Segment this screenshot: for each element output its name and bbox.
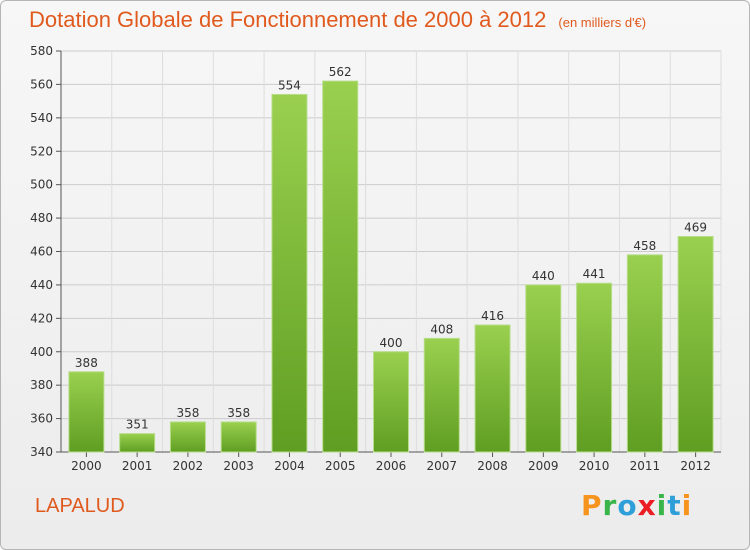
data-label: 416 — [481, 309, 504, 323]
y-tick-label: 360 — [30, 412, 53, 426]
y-tick-label: 380 — [30, 378, 53, 392]
bar — [677, 235, 714, 453]
data-label: 469 — [684, 220, 707, 234]
bar — [271, 93, 308, 453]
x-tick-label: 2006 — [376, 459, 407, 473]
bar — [474, 324, 511, 453]
y-tick-label: 420 — [30, 311, 53, 325]
logo-letter: i — [656, 489, 668, 522]
y-tick-label: 340 — [30, 445, 53, 459]
bar — [525, 284, 562, 453]
logo-letter: x — [637, 489, 657, 522]
y-tick-label: 560 — [30, 77, 53, 91]
x-tick-label: 2009 — [528, 459, 559, 473]
y-tick-label: 580 — [30, 44, 53, 58]
data-label: 408 — [430, 322, 453, 336]
data-label: 554 — [278, 78, 301, 92]
data-label: 562 — [329, 65, 352, 79]
logo-letter: t — [667, 489, 682, 522]
logo-letter: P — [581, 489, 603, 522]
y-tick-label: 400 — [30, 345, 53, 359]
x-tick-label: 2010 — [579, 459, 610, 473]
y-tick-label: 440 — [30, 278, 53, 292]
y-tick-label: 480 — [30, 211, 53, 225]
x-tick-label: 2011 — [630, 459, 661, 473]
bar — [220, 421, 257, 453]
bar — [68, 371, 105, 453]
x-tick-label: 2005 — [325, 459, 356, 473]
bars — [68, 80, 714, 453]
chart-subtitle: (en milliers d'€) — [558, 15, 647, 30]
data-label: 400 — [380, 336, 403, 350]
data-label: 388 — [75, 356, 98, 370]
bar — [169, 421, 206, 453]
logo-letter: o — [617, 489, 638, 522]
x-tick-label: 2002 — [173, 459, 204, 473]
bar — [576, 282, 613, 453]
chart-title: Dotation Globale de Fonctionnement de 20… — [29, 7, 647, 32]
bar — [626, 254, 663, 453]
data-label: 440 — [532, 269, 555, 283]
data-label: 351 — [126, 418, 149, 432]
data-labels: 388 351 358 358 554 562 400 408 416 440 441 458 469 — [75, 65, 707, 432]
x-tick-label: 2004 — [274, 459, 305, 473]
bar — [373, 351, 409, 453]
y-tick-label: 540 — [30, 111, 53, 125]
y-tick-label: 500 — [30, 178, 53, 192]
bar — [119, 433, 156, 453]
y-tick-label: 520 — [30, 144, 53, 158]
bar — [423, 337, 460, 453]
x-tick-label: 2001 — [122, 459, 153, 473]
proxiti-logo: Proxiti — [581, 489, 692, 522]
y-tick-label: 460 — [30, 245, 53, 259]
data-label: 358 — [227, 406, 250, 420]
x-tick-label: 2008 — [477, 459, 508, 473]
data-label: 358 — [176, 406, 199, 420]
x-tick-label: 2007 — [426, 459, 457, 473]
logo-letter: r — [602, 489, 618, 522]
bar — [322, 80, 359, 453]
x-tick-label: 2003 — [223, 459, 254, 473]
x-tick-label: 2000 — [71, 459, 102, 473]
data-label: 458 — [633, 239, 656, 253]
logo-letter: i — [681, 489, 693, 522]
data-label: 441 — [583, 267, 606, 281]
commune-name: LAPALUD — [35, 495, 125, 517]
x-tick-label: 2012 — [680, 459, 711, 473]
